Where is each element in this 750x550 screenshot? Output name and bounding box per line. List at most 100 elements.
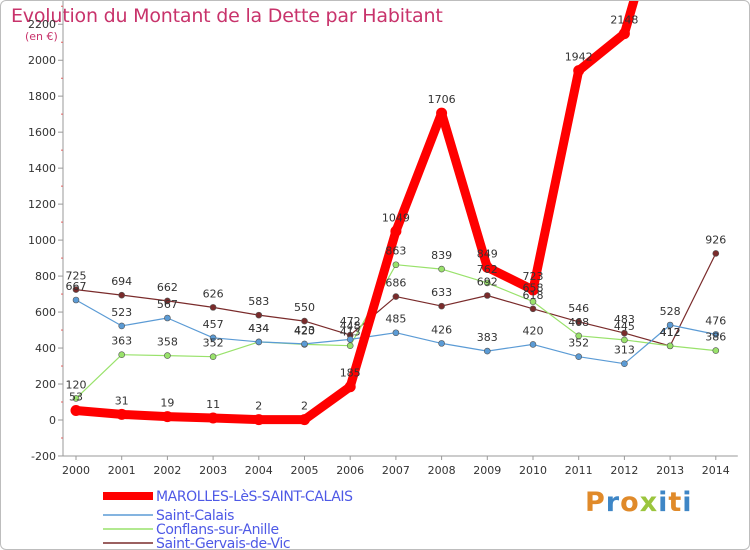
x-tick-label: 2012 [610,464,638,477]
data-point [438,302,445,310]
data-point [438,340,445,347]
data-point [209,334,217,342]
y-tick-label: 2200 [28,18,56,31]
data-point [255,311,263,319]
data-label: 423 [294,324,315,337]
data-label: 53 [69,390,83,403]
data-label: 412 [660,326,681,339]
data-point [618,28,630,40]
data-point [621,329,628,337]
x-tick-label: 2003 [199,464,227,477]
data-point [575,353,583,360]
data-label: 420 [294,324,315,337]
logo-letter: o [620,487,640,518]
logo-letter: P [585,487,606,518]
y-tick-label: 1200 [28,198,56,211]
logo-letter: i [682,487,693,518]
data-label: 468 [568,316,589,329]
data-point [573,65,585,77]
data-point [575,332,583,340]
data-label: 658 [523,282,544,295]
data-label: 633 [431,286,452,299]
data-label: 363 [111,335,132,348]
data-label: 445 [614,320,635,333]
data-point [70,404,82,416]
data-label: 583 [248,295,269,308]
data-point [483,292,491,299]
x-tick-label: 2005 [291,464,319,477]
x-tick-label: 2007 [382,464,410,477]
data-label: 358 [157,336,178,349]
y-tick-label: 600 [35,306,56,319]
data-point [164,314,171,322]
data-label: 618 [523,289,544,302]
legend-label: MAROLLES-LèS-SAINT-CALAIS [156,489,353,505]
data-label: 313 [614,344,635,357]
data-label: 725 [66,270,87,283]
data-label: 476 [705,314,726,327]
data-label: 667 [66,280,87,293]
x-tick-label: 2002 [153,464,181,477]
data-label: 185 [340,367,361,380]
data-point [346,336,354,343]
data-point [164,352,171,359]
data-point [712,347,720,354]
data-label: 839 [431,249,452,262]
y-tick-label: 0 [49,414,56,427]
logo-letter: r [605,487,621,518]
data-point [527,284,539,296]
data-label: 448 [340,319,361,332]
x-tick-label: 2009 [473,464,501,477]
data-label: 2 [301,400,308,413]
data-label: 694 [111,275,132,288]
data-label: 863 [385,245,406,258]
data-label: 762 [477,263,498,276]
data-point [392,261,400,269]
data-point [390,225,402,237]
data-point [346,342,354,350]
y-tick-label: 200 [35,378,56,391]
data-point [529,298,537,305]
data-point [116,408,128,420]
data-point [253,414,265,426]
data-label: 434 [248,322,269,335]
data-point [72,395,80,402]
data-label: 662 [157,281,178,294]
data-label: 849 [477,247,498,260]
data-point [209,353,217,360]
data-label: 626 [203,287,224,300]
data-label: 352 [568,337,589,350]
data-label: 528 [660,305,681,318]
x-tick-label: 2004 [245,464,273,477]
legend-label: Saint-Calais [156,508,234,524]
chart-title: Evolution du Montant de la Dette par Hab… [11,5,443,27]
data-point [118,291,125,299]
data-point [481,261,493,273]
y-tick-label: 1000 [28,234,56,247]
data-label: 485 [385,313,406,326]
data-label: 523 [111,306,132,319]
y-tick-label: 400 [35,342,56,355]
data-label: 31 [115,394,129,407]
data-label: 412 [660,326,681,339]
data-point [118,351,125,358]
legend-label: Conflans-sur-Anille [156,522,279,538]
data-label: 1942 [565,51,593,64]
x-tick-label: 2010 [519,464,547,477]
data-point [118,322,125,330]
data-label: 352 [203,337,224,350]
data-label: 457 [203,318,224,331]
data-label: 2 [255,400,262,413]
data-label: 483 [614,313,635,326]
y-tick-label: -200 [31,450,56,463]
data-label: 1706 [428,93,456,106]
logo-letter: x [639,487,659,518]
logo-letter: t [668,487,683,518]
x-tick-label: 2011 [565,464,593,477]
data-point [392,293,400,300]
data-point [529,341,537,348]
data-point [666,342,674,350]
data-point [712,250,720,257]
logo-letter: i [658,487,669,518]
